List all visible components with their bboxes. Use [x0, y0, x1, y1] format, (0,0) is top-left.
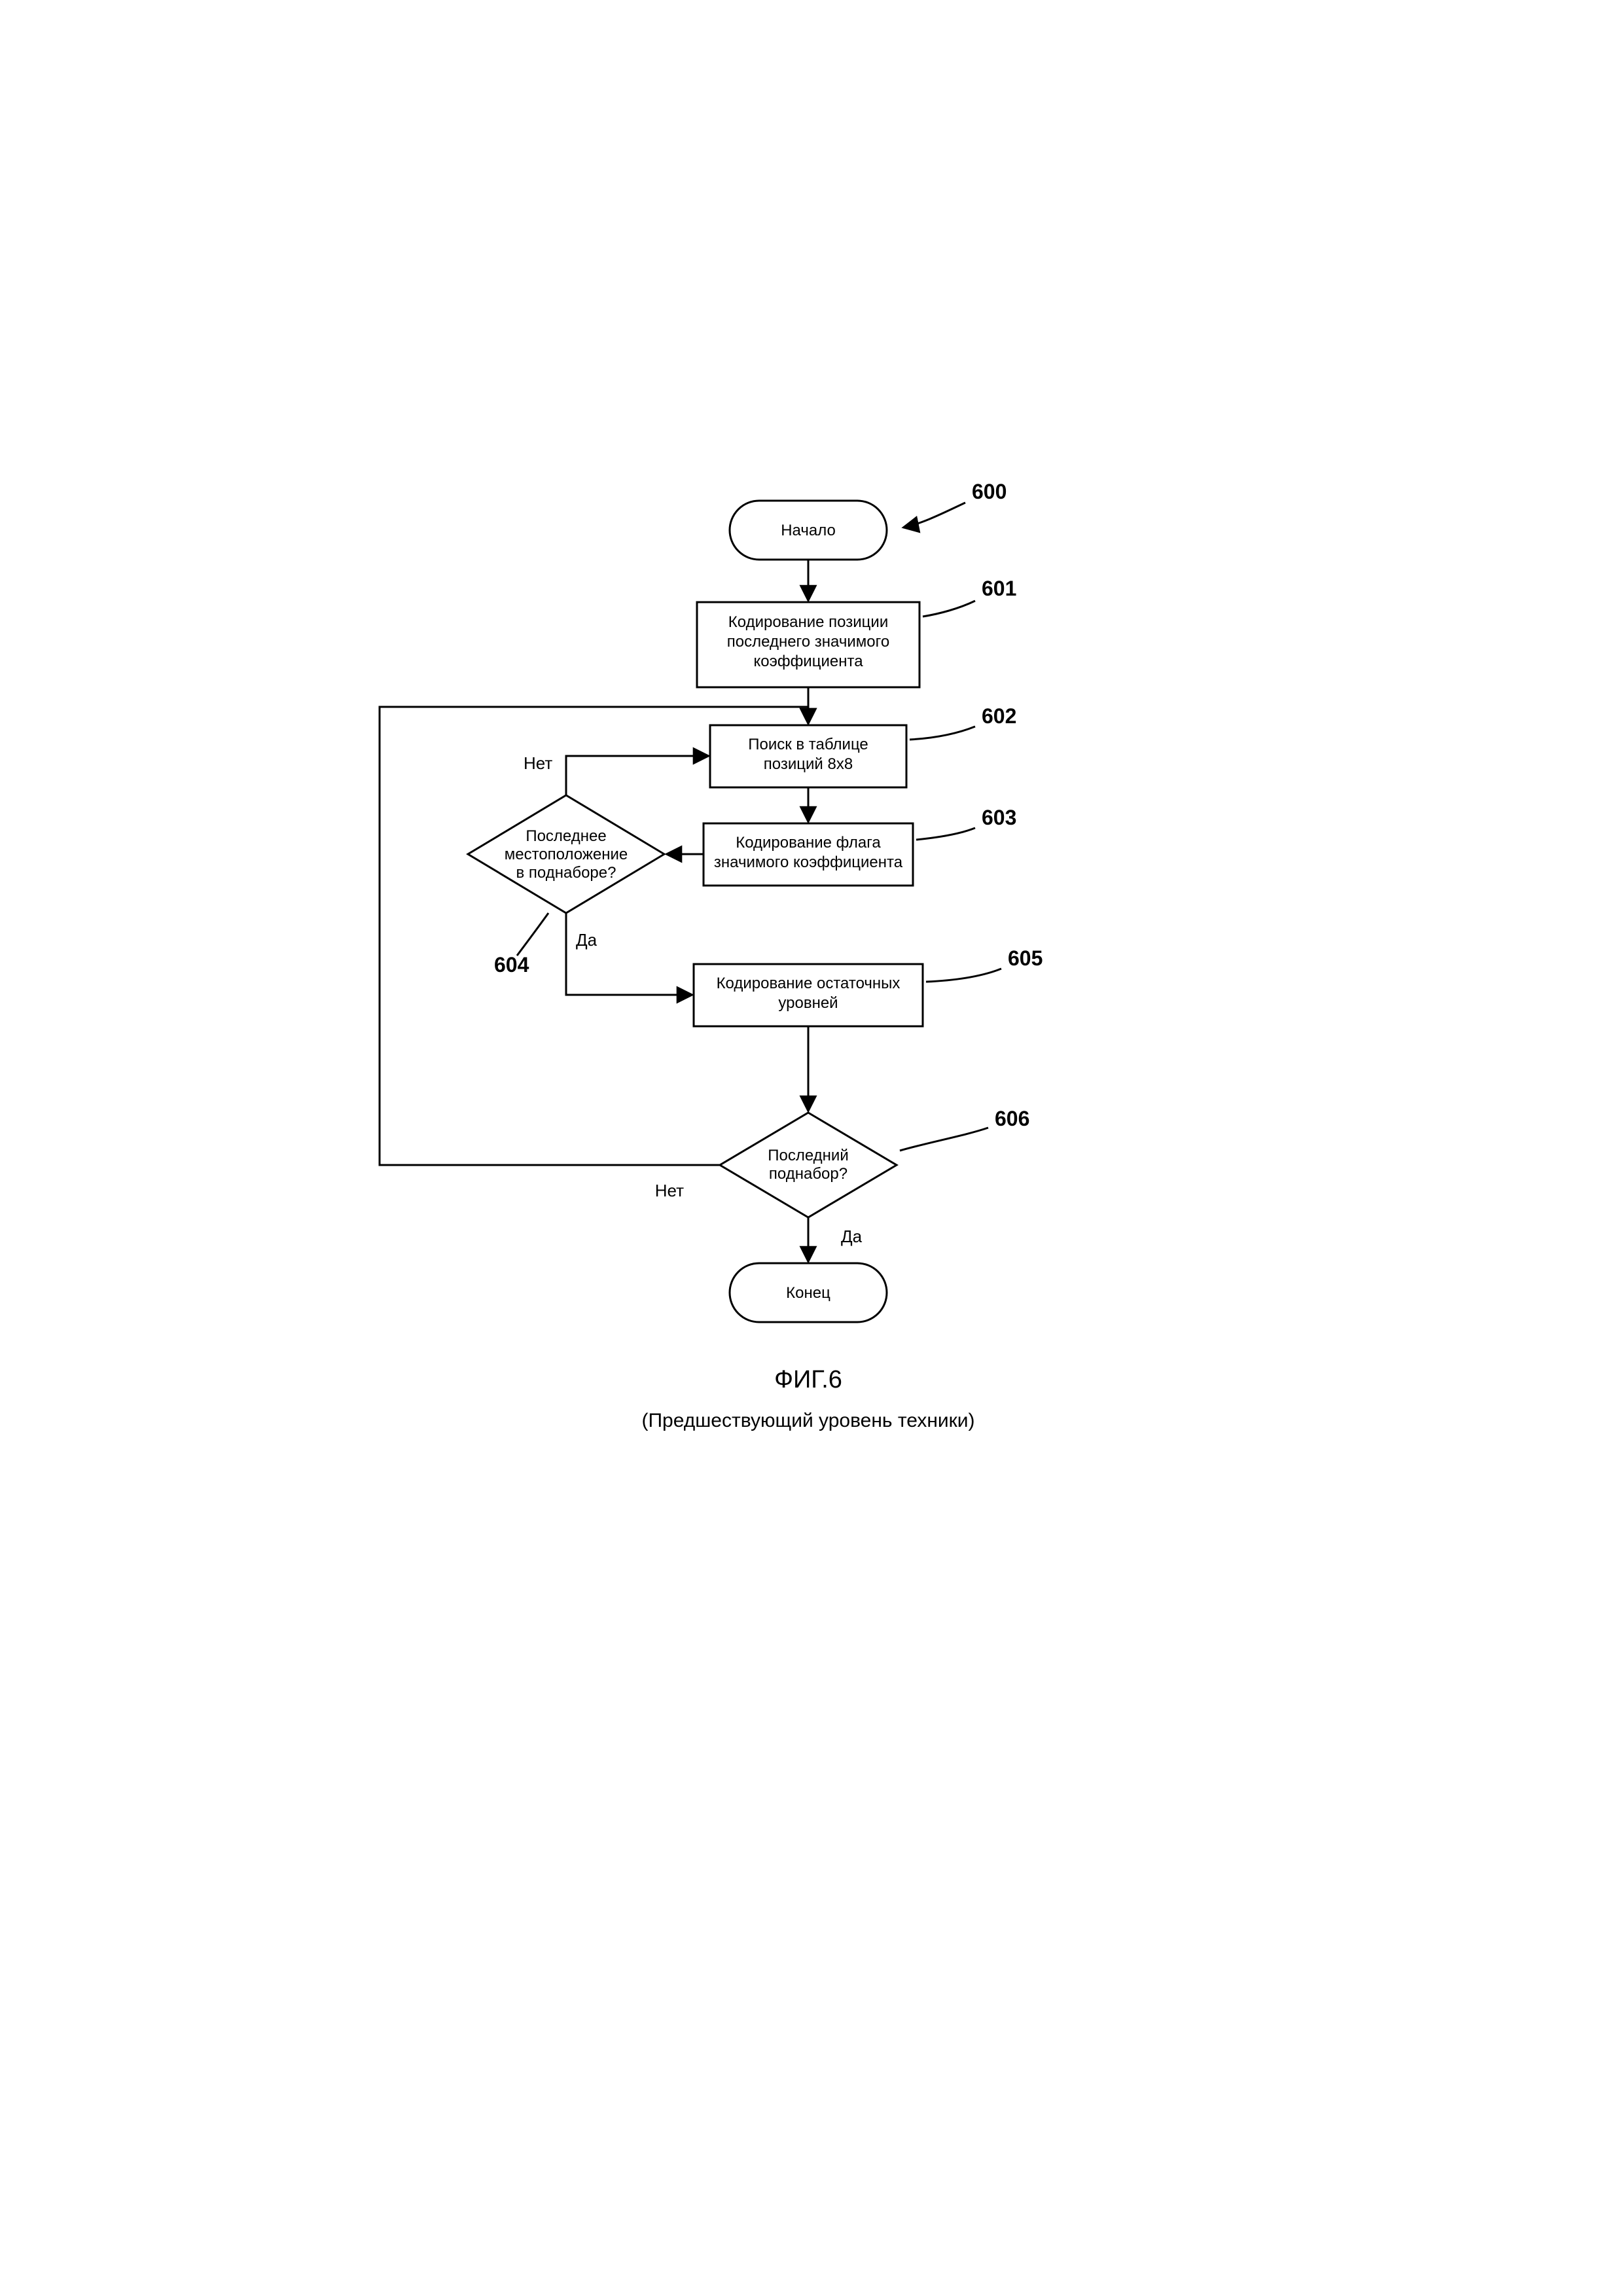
edge-label-604-no: Нет	[524, 753, 552, 773]
node-603-line1: Кодирование флага	[736, 834, 881, 852]
node-602-line2: позиций 8x8	[764, 755, 853, 773]
edge-label-606-yes: Да	[841, 1227, 863, 1246]
edge-label-606-no: Нет	[655, 1181, 684, 1200]
leader-604	[517, 913, 548, 956]
figure-sub-caption: (Предшествующий уровень техники)	[641, 1410, 974, 1431]
node-604: Последнее местоположение в поднаборе?	[468, 795, 664, 913]
edge-label-604-yes: Да	[576, 930, 597, 950]
node-604-line3: в поднаборе?	[516, 864, 616, 882]
node-601: Кодирование позиции последнего значимого…	[697, 602, 919, 687]
leader-600	[903, 503, 965, 528]
node-start-label: Начало	[781, 522, 836, 539]
node-601-line1: Кодирование позиции	[728, 613, 888, 631]
node-603-line2: значимого коэффициента	[714, 853, 903, 871]
node-606: Последний поднабор?	[720, 1113, 897, 1217]
node-605: Кодирование остаточных уровней	[694, 964, 923, 1026]
tag-601: 601	[982, 577, 1016, 600]
node-602-line1: Поиск в таблице	[748, 736, 868, 753]
leader-606	[900, 1128, 988, 1151]
leader-602	[910, 726, 975, 740]
node-604-line2: местоположение	[505, 846, 628, 863]
node-604-line1: Последнее	[526, 827, 606, 845]
tag-603: 603	[982, 806, 1016, 829]
leader-603	[916, 828, 975, 840]
flowchart-svg: Начало Кодирование позиции последнего зн…	[0, 0, 1623, 2296]
node-606-line1: Последний	[768, 1147, 849, 1164]
node-605-line2: уровней	[778, 994, 838, 1012]
node-606-line2: поднабор?	[769, 1165, 847, 1183]
leader-605	[926, 969, 1001, 982]
node-start: Начало	[730, 501, 887, 560]
node-602: Поиск в таблице позиций 8x8	[710, 725, 906, 787]
tag-600: 600	[972, 480, 1007, 503]
tag-605: 605	[1008, 946, 1043, 970]
leader-601	[923, 601, 975, 617]
tag-604: 604	[494, 953, 529, 977]
figure-caption: ФИГ.6	[774, 1366, 842, 1393]
tag-602: 602	[982, 704, 1016, 728]
node-end-label: Конец	[786, 1284, 830, 1302]
node-605-line1: Кодирование остаточных	[717, 975, 901, 992]
node-end: Конец	[730, 1263, 887, 1322]
page: Начало Кодирование позиции последнего зн…	[0, 0, 1623, 2296]
edge-604-no-to-602	[566, 756, 709, 795]
tag-606: 606	[995, 1107, 1029, 1130]
node-603: Кодирование флага значимого коэффициента	[704, 823, 913, 886]
node-601-line2: последнего значимого	[727, 633, 889, 651]
node-601-line3: коэффициента	[753, 653, 863, 670]
edge-604-yes-to-605	[566, 913, 692, 995]
